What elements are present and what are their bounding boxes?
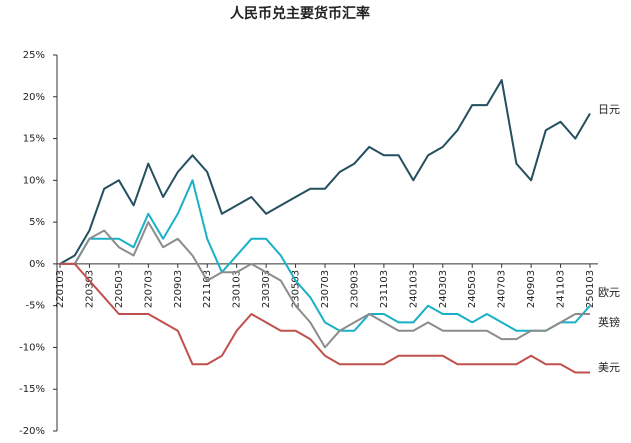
y-tick-label: 5% <box>29 217 45 228</box>
y-tick-label: 10% <box>23 175 45 186</box>
x-tick-label: 220903 <box>173 270 184 308</box>
chart-title: 人民币兑主要货币汇率 <box>230 5 370 22</box>
y-tick-label: -15% <box>19 384 45 395</box>
y-tick-label: 0% <box>29 259 45 270</box>
x-tick-label: 231103 <box>379 270 390 308</box>
x-tick-label: 220103 <box>55 270 66 308</box>
series-line <box>60 262 590 374</box>
x-tick-label: 240503 <box>467 270 478 308</box>
y-tick-label: -5% <box>26 301 45 312</box>
x-tick-label: 240303 <box>438 270 449 308</box>
x-tick-label: 220303 <box>84 270 95 308</box>
x-tick-label: 230903 <box>349 270 360 308</box>
y-tick-label: -20% <box>19 426 45 437</box>
y-tick-label: 20% <box>23 92 45 103</box>
x-tick-label: 220703 <box>143 270 154 308</box>
series-label: 美元 <box>598 361 620 374</box>
x-tick-label: 230503 <box>291 270 302 308</box>
x-tick-label: 240903 <box>526 270 537 308</box>
x-tick-label: 240703 <box>497 270 508 308</box>
x-tick-label: 230303 <box>261 270 272 308</box>
y-tick-label: 25% <box>23 50 45 61</box>
series-line <box>59 79 591 265</box>
series-line <box>60 179 591 332</box>
x-tick-label: 240103 <box>408 270 419 308</box>
x-tick-label: 230103 <box>232 270 243 308</box>
y-tick-label: 15% <box>23 134 45 145</box>
series-line <box>60 221 590 349</box>
x-tick-label: 230703 <box>320 270 331 308</box>
series-label: 日元 <box>598 103 620 116</box>
x-tick-label: 250103 <box>585 270 596 308</box>
x-tick-label: 220503 <box>114 270 125 308</box>
x-tick-label: 221103 <box>202 270 213 308</box>
series-label: 欧元 <box>598 286 620 299</box>
y-tick-label: -10% <box>19 342 45 353</box>
x-tick-label: 241103 <box>556 270 567 308</box>
series-label: 英镑 <box>598 315 620 329</box>
